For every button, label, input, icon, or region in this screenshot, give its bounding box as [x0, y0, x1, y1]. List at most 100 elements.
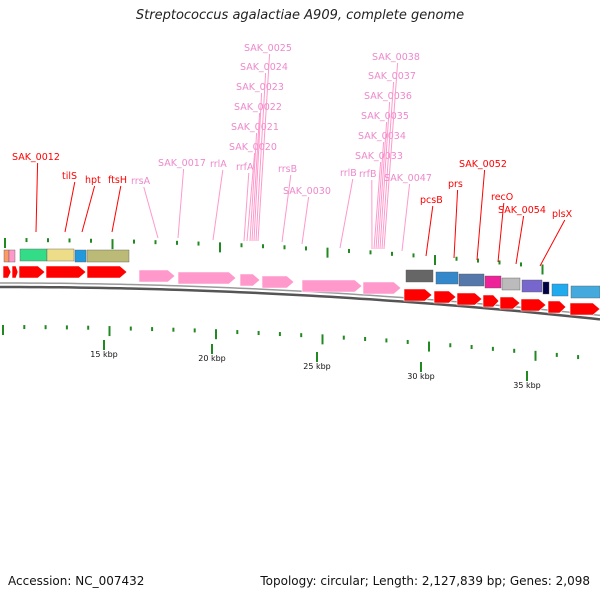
cog-box [551, 283, 569, 297]
cds-arrow [45, 265, 87, 279]
cog-box [405, 269, 434, 283]
gene-leader-line [243, 172, 250, 242]
gene-label: SAK_0012 [12, 152, 60, 163]
rna-arrow [239, 273, 261, 287]
gene-leader-line [212, 169, 224, 241]
gene-leader-line [257, 53, 271, 242]
gene-leader-line [255, 72, 267, 242]
gene-label: SAK_0035 [361, 111, 409, 122]
gene-leader-line [251, 112, 261, 242]
gene-label: SAK_0023 [236, 82, 284, 93]
gene-leader-line [476, 169, 486, 261]
gene-leader-line [301, 196, 310, 245]
accession-text: Accession: NC_007432 [8, 574, 145, 588]
gene-leader-line [497, 202, 505, 263]
gene-leader-line [253, 92, 263, 242]
gene-leader-line [35, 162, 39, 233]
gene-label: SAK_0047 [384, 173, 432, 184]
scale-tick-label: 25 kbp [303, 362, 331, 371]
cds-arrow [433, 290, 457, 304]
cds-arrow [456, 292, 483, 306]
gene-leader-line [81, 185, 96, 233]
cog-box [570, 285, 600, 299]
cog-box [484, 275, 502, 289]
gene-leader-line [425, 205, 434, 257]
gene-label: SAK_0054 [498, 205, 546, 216]
gene-label: rrfB [359, 169, 377, 180]
gene-leader-line [339, 178, 354, 249]
cog-box [501, 277, 521, 291]
cog-box [521, 279, 543, 293]
gene-leader-line [246, 152, 256, 242]
gene-label: SAK_0022 [234, 102, 282, 113]
gene-label: SAK_0033 [355, 151, 403, 162]
genome-summary-text: Topology: circular; Length: 2,127,839 bp… [260, 574, 590, 588]
gene-label: rrlB [340, 168, 357, 179]
cds-arrow [403, 288, 433, 302]
rna-arrow [138, 269, 176, 283]
gene-label: SAK_0017 [158, 158, 206, 169]
gene-label: hpt [85, 175, 101, 186]
gene-label: rrsB [278, 164, 297, 175]
cog-box [8, 249, 16, 263]
gene-leader-line [515, 215, 525, 265]
gene-leader-line [111, 185, 122, 233]
gene-leader-line [539, 219, 566, 267]
gene-label: SAK_0037 [368, 71, 416, 82]
cds-arrow [547, 300, 567, 314]
gene-leader-line [401, 183, 411, 252]
gene-label: rrfA [236, 162, 254, 173]
gene-label: SAK_0024 [240, 62, 288, 73]
gene-leader-line [377, 121, 388, 250]
cog-box [458, 273, 485, 287]
cds-arrow [482, 294, 500, 308]
cog-box [86, 249, 130, 263]
gene-leader-line [281, 174, 292, 243]
gene-leader-line [375, 141, 385, 250]
gene-label: prs [448, 179, 463, 190]
gene-label: pcsB [420, 195, 443, 206]
rna-arrow [362, 281, 402, 295]
gene-leader-line [381, 81, 395, 250]
gene-leader-line [379, 101, 391, 250]
gene-label: SAK_0036 [364, 91, 412, 102]
cog-box [542, 281, 550, 295]
gene-label: tilS [62, 171, 77, 182]
scale-tick-label: 30 kbp [407, 372, 435, 381]
gene-label: SAK_0021 [231, 122, 279, 133]
gene-label: rrlA [210, 159, 227, 170]
cds-arrow [520, 298, 547, 312]
genome-title: Streptococcus agalactiae A909, complete … [135, 8, 465, 23]
gene-leader-line [177, 168, 185, 239]
cog-box [19, 248, 48, 262]
gene-label: SAK_0030 [283, 186, 331, 197]
cds-arrow [569, 302, 600, 316]
backbone-inner [0, 285, 600, 321]
cds-arrow [86, 265, 128, 279]
scale-tick-label: 15 kbp [90, 350, 118, 359]
cds-arrow [499, 296, 521, 310]
gene-label: rrsA [131, 176, 151, 187]
cog-box [46, 248, 75, 262]
gene-leader-line [383, 62, 399, 250]
cog-box [3, 249, 10, 263]
gene-label: SAK_0025 [244, 43, 292, 54]
gene-label: recO [491, 192, 513, 203]
rna-arrow [177, 271, 237, 285]
gene-label: SAK_0052 [459, 159, 507, 170]
gene-leader-line [64, 181, 76, 233]
cog-box [435, 271, 459, 285]
cds-arrow [2, 265, 12, 279]
rna-arrow [301, 279, 363, 293]
gene-label: plsX [552, 209, 573, 220]
scale-tick-label: 35 kbp [513, 381, 541, 390]
gene-label: SAK_0020 [229, 142, 277, 153]
scale-tick-label: 20 kbp [198, 354, 226, 363]
gene-leader-line [143, 186, 159, 239]
gene-label: ftsH [108, 175, 127, 186]
cds-arrow [11, 265, 19, 279]
cds-arrow [18, 265, 46, 279]
rna-arrow [261, 275, 295, 289]
gene-leader-line [373, 161, 382, 250]
